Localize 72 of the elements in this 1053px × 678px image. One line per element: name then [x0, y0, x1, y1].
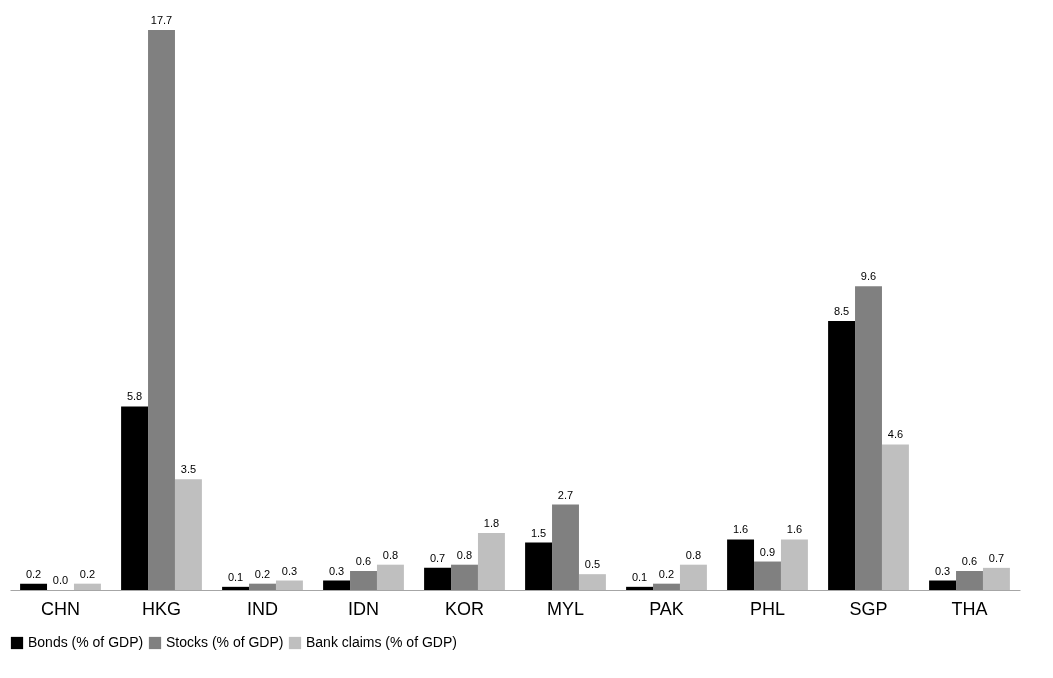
data-label: 8.5 [833, 305, 850, 318]
bar [780, 539, 808, 590]
data-label: 5.8 [126, 390, 143, 403]
bar [451, 564, 478, 590]
x-tick-label: IDN [348, 598, 379, 619]
x-tick-label: PHL [749, 598, 786, 619]
bar [249, 583, 276, 590]
data-label: 0.2 [79, 567, 96, 580]
bar [121, 406, 149, 590]
data-label: 0.7 [429, 551, 446, 564]
data-label: 0.3 [934, 564, 951, 577]
bar [855, 286, 882, 590]
x-tick-label: SGP [849, 598, 888, 619]
bar [552, 504, 579, 590]
data-label: 17.7 [150, 14, 173, 26]
data-label: 9.6 [860, 270, 877, 283]
data-label: 0.5 [584, 558, 601, 571]
data-label: 0.2 [658, 567, 675, 580]
data-label: 0.8 [456, 548, 473, 561]
data-label: 4.6 [887, 428, 904, 441]
bar [275, 580, 303, 590]
bar [828, 321, 856, 590]
data-label: 2.7 [557, 488, 574, 501]
bar [679, 564, 707, 590]
data-label: 1.8 [483, 517, 500, 530]
data-label: 0.0 [52, 574, 69, 586]
bar [578, 574, 606, 590]
bar [73, 583, 101, 590]
data-label: 0.8 [382, 548, 399, 561]
data-label: 0.3 [281, 564, 298, 577]
data-label: 0.8 [685, 548, 702, 561]
bar [525, 542, 553, 590]
bar [881, 444, 909, 590]
bar [174, 479, 202, 590]
data-label: 0.6 [961, 555, 978, 568]
legend-label: Bonds (% of GDP) [28, 634, 144, 650]
data-label: 1.6 [732, 523, 749, 536]
x-tick-label: KOR [444, 598, 485, 619]
bar [424, 567, 452, 590]
bar [222, 586, 250, 590]
bar [20, 583, 48, 590]
x-tick-label: MYL [546, 598, 585, 619]
bar [982, 567, 1010, 590]
data-label: 1.6 [786, 523, 803, 536]
data-label: 0.2 [254, 567, 271, 580]
data-label: 0.1 [631, 570, 648, 583]
bar [727, 539, 755, 590]
bar [350, 571, 377, 590]
data-label: 1.5 [530, 526, 547, 539]
x-tick-label: HKG [141, 598, 182, 619]
bar [626, 586, 654, 590]
bar [148, 30, 175, 590]
data-label: 0.3 [328, 564, 345, 577]
bar [323, 580, 351, 590]
x-tick-label: CHN [41, 598, 80, 619]
bar [376, 564, 404, 590]
bar [956, 571, 983, 590]
data-label: 0.2 [25, 567, 42, 580]
data-label: 3.5 [180, 463, 197, 476]
bar [929, 580, 957, 590]
data-label: 0.6 [355, 555, 372, 568]
legend-label: Bank claims (% of GDP) [306, 634, 457, 650]
data-label: 0.7 [988, 551, 1005, 564]
legend-label: Stocks (% of GDP) [166, 634, 284, 650]
data-label: 0.1 [227, 570, 244, 583]
x-tick-label: IND [247, 598, 278, 619]
bar [477, 533, 505, 590]
bar [653, 583, 680, 590]
bar [754, 561, 781, 590]
x-tick-label: THA [951, 598, 988, 619]
data-label: 0.9 [759, 545, 776, 558]
x-tick-label: PAK [649, 598, 684, 619]
